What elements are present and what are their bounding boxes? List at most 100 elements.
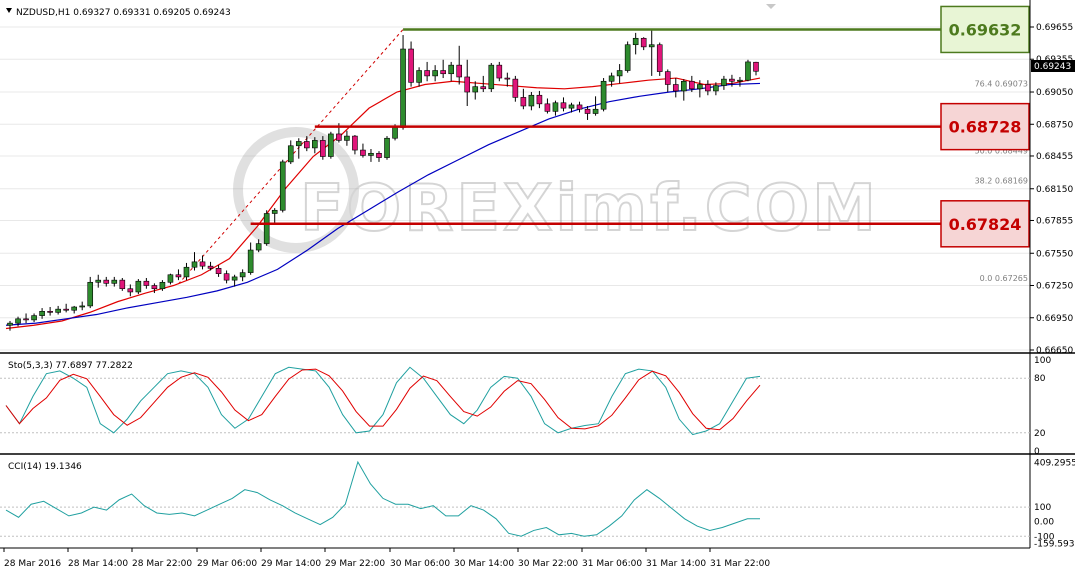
candle <box>31 313 37 323</box>
candle-body-down <box>576 104 583 110</box>
candle <box>39 308 45 319</box>
cci-axis-label: 0.00 <box>1034 518 1054 528</box>
candle-body-up <box>680 80 687 92</box>
time-tick-label: 31 Mar 22:00 <box>710 559 770 569</box>
level-box <box>940 102 1030 151</box>
stochastic-axis-label: 100 <box>1034 356 1051 366</box>
candle-body-down <box>119 279 126 290</box>
symbol-dropdown-icon[interactable] <box>6 8 12 13</box>
price-tick-label: 0.66650 <box>1036 346 1073 356</box>
level-lines: 0.69632 0.68728 0.67824 <box>250 5 1030 248</box>
candle-body-up <box>448 64 454 75</box>
candle <box>199 255 206 270</box>
candle-body-down <box>536 94 543 105</box>
stochastic-axis-label: 20 <box>1034 429 1046 439</box>
candle <box>328 131 334 159</box>
candle-body-down <box>199 261 206 267</box>
candle-body-up <box>624 44 631 71</box>
candle-body-down <box>303 141 310 149</box>
candle <box>680 79 687 101</box>
level-3[interactable]: 0.67824 <box>250 200 1030 248</box>
time-tick-label: 30 Mar 14:00 <box>454 559 514 569</box>
candle <box>584 105 591 120</box>
candle-body-up <box>432 70 438 77</box>
candle-body-down <box>103 279 110 284</box>
candle <box>7 320 13 331</box>
candle <box>705 80 711 96</box>
shift-marker-icon[interactable] <box>766 4 776 9</box>
level-1[interactable]: 0.69632 <box>403 5 1030 54</box>
level-2[interactable]: 0.68728 <box>314 102 1030 151</box>
candle <box>183 262 190 281</box>
candle <box>376 151 382 162</box>
time-tick-label: 29 Mar 14:00 <box>261 559 321 569</box>
fib-level-label: 38.2 0.68169 <box>975 177 1028 186</box>
time-axis: 28 Mar 2016 28 Mar 14:00 28 Mar 22:00 29 Ma… <box>3 548 770 569</box>
candle-body-up <box>312 140 318 149</box>
candle-body-up <box>71 306 77 311</box>
candle-body-down <box>151 285 158 290</box>
level-label: 0.69632 <box>949 20 1022 39</box>
candle <box>119 277 126 291</box>
candle <box>640 37 647 51</box>
time-tick-label: 29 Mar 06:00 <box>197 559 257 569</box>
candle-body-up <box>328 133 334 157</box>
stochastic-signal-line <box>5 368 761 431</box>
time-tick-label: 30 Mar 22:00 <box>518 559 578 569</box>
candle <box>167 273 174 285</box>
stochastic-label: Sto(5,3,3) 77.6897 77.2822 <box>8 361 133 371</box>
candle-body-up <box>737 79 743 82</box>
candle <box>255 239 262 253</box>
candle <box>95 274 102 288</box>
price-tick-label: 0.67550 <box>1036 249 1073 259</box>
candle-body-up <box>632 37 639 46</box>
candle-body-down <box>504 77 511 80</box>
candle <box>295 138 302 159</box>
candle <box>440 59 446 79</box>
candle <box>464 59 471 106</box>
level-label: 0.67824 <box>949 215 1022 234</box>
candle <box>111 276 118 287</box>
candle <box>488 62 495 93</box>
candle <box>496 61 503 82</box>
stochastic-main-line <box>5 366 761 436</box>
candle-body-down <box>352 135 358 151</box>
candle <box>247 242 254 275</box>
candle-body-down <box>360 149 366 156</box>
candle-body-up <box>528 94 535 107</box>
candle-body-down <box>23 318 29 321</box>
candle-body-up <box>568 104 575 109</box>
symbol-info: NZDUSD,H1 0.69327 0.69331 0.69205 0.6924… <box>16 8 231 18</box>
candle-body-up <box>721 78 727 86</box>
time-tick-label: 29 Mar 22:00 <box>325 559 385 569</box>
stochastic-axis-label: 0 <box>1034 447 1040 457</box>
level-label: 0.68728 <box>949 118 1022 137</box>
candle <box>520 88 527 110</box>
level-box <box>940 5 1030 54</box>
candles <box>7 28 759 331</box>
fib-level-label: 50.0 0.68449 <box>975 147 1028 156</box>
candle <box>151 283 158 294</box>
candle-body-up <box>239 272 246 278</box>
candle-body-up <box>416 70 422 83</box>
candle-body-up <box>55 308 61 313</box>
candle-body-down <box>320 140 326 157</box>
candle-body-down <box>689 80 695 90</box>
candle <box>624 41 631 73</box>
candle-body-down <box>512 78 519 98</box>
cci-axis-label: 100 <box>1034 503 1051 513</box>
candle-body-down <box>705 84 711 92</box>
candle-body-up <box>384 137 390 158</box>
candle-body-down <box>753 61 759 72</box>
candle <box>55 305 61 315</box>
price-tick-label: 0.68750 <box>1036 120 1073 130</box>
candle <box>416 67 422 87</box>
candle-body-up <box>400 48 406 128</box>
candle-body-down <box>223 273 230 281</box>
candle-body-down <box>672 84 679 92</box>
candle-body-up <box>231 276 238 281</box>
candle <box>175 269 182 281</box>
candle-body-up <box>697 84 703 90</box>
candle <box>47 307 53 316</box>
